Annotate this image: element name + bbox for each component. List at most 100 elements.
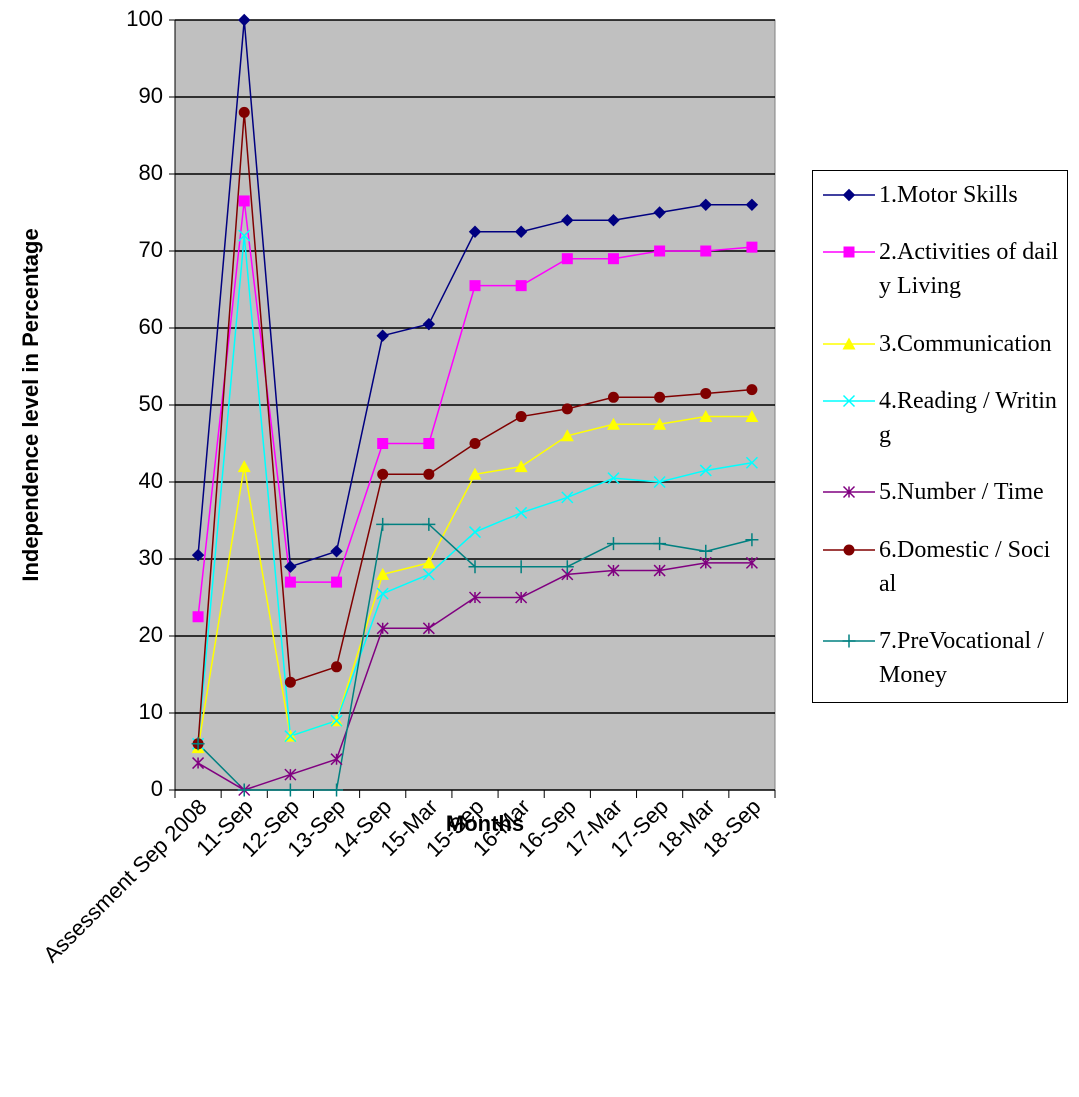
marker	[515, 591, 528, 604]
marker	[842, 337, 856, 350]
marker	[606, 537, 620, 551]
marker	[607, 391, 619, 403]
marker	[699, 556, 712, 569]
marker	[699, 544, 713, 558]
marker	[745, 198, 759, 212]
y-tick-label: 70	[139, 237, 163, 262]
legend-swatch	[823, 544, 875, 556]
marker	[468, 225, 482, 238]
marker	[238, 106, 250, 118]
marker	[468, 560, 482, 574]
legend-label: 4.Reading / Writing	[879, 387, 1057, 448]
marker	[331, 576, 343, 588]
marker	[515, 411, 527, 423]
marker	[515, 506, 528, 519]
marker	[376, 622, 389, 635]
marker	[607, 213, 620, 227]
marker	[514, 225, 528, 238]
y-tick-label: 90	[139, 83, 163, 108]
marker	[653, 475, 666, 489]
marker	[745, 456, 758, 469]
legend-swatch	[823, 337, 875, 350]
marker	[700, 387, 712, 399]
marker	[745, 556, 758, 569]
marker	[843, 544, 855, 556]
marker	[376, 517, 390, 531]
marker	[654, 391, 666, 403]
marker	[654, 245, 666, 257]
y-tick-label: 0	[151, 776, 163, 801]
marker	[422, 317, 436, 331]
marker	[468, 467, 482, 480]
marker	[283, 783, 297, 797]
marker	[842, 188, 856, 202]
y-tick-label: 50	[139, 391, 163, 416]
marker	[653, 417, 667, 430]
marker	[284, 730, 297, 743]
marker	[284, 768, 297, 781]
marker	[561, 403, 573, 415]
marker	[330, 545, 343, 558]
marker	[376, 329, 389, 342]
legend-entry: 5.Number / Time	[819, 478, 1061, 509]
legend-label: 6.Domestic / Social	[879, 536, 1051, 597]
marker	[561, 491, 574, 504]
marker	[653, 564, 666, 577]
marker	[745, 533, 759, 547]
y-tick-label: 20	[139, 622, 163, 647]
marker	[423, 468, 435, 480]
marker	[284, 676, 296, 688]
x-axis-title: Months	[446, 811, 524, 836]
marker	[842, 634, 856, 648]
marker	[191, 548, 205, 562]
marker	[653, 206, 666, 219]
y-tick-label: 60	[139, 314, 163, 339]
marker	[514, 560, 528, 574]
legend-entry: 3.Communication	[819, 330, 1061, 361]
y-tick-label: 100	[126, 6, 163, 31]
y-tick-label: 80	[139, 160, 163, 185]
marker	[330, 783, 344, 797]
marker	[238, 195, 250, 207]
marker	[561, 213, 574, 227]
marker	[468, 526, 482, 539]
marker	[376, 587, 389, 600]
marker	[843, 246, 855, 258]
y-tick-label: 10	[139, 699, 163, 724]
y-tick-label: 40	[139, 468, 163, 493]
legend-swatch	[823, 634, 875, 648]
marker	[377, 468, 389, 480]
marker	[331, 661, 343, 673]
marker	[842, 486, 856, 499]
marker	[699, 464, 712, 477]
marker	[237, 460, 251, 473]
marker	[330, 714, 343, 727]
legend-label: 2.Activities of daily Living	[879, 239, 1059, 300]
legend-entry: 4.Reading / Writing	[819, 387, 1061, 452]
marker	[514, 460, 528, 473]
legend-label: 1.Motor Skills	[879, 182, 1018, 208]
marker	[515, 280, 527, 292]
marker	[606, 417, 620, 430]
marker	[469, 438, 481, 449]
marker	[422, 517, 436, 531]
y-axis-title: Independence level in Percentage	[18, 228, 43, 581]
legend-entry: 7.PreVocational / Money	[819, 627, 1061, 692]
legend-label: 7.PreVocational / Money	[879, 627, 1044, 688]
marker	[330, 753, 343, 766]
marker	[699, 198, 712, 212]
marker	[284, 576, 296, 588]
chart: Independence level in Percentage Months …	[18, 6, 776, 967]
legend-label: 5.Number / Time	[879, 479, 1044, 506]
marker	[191, 737, 205, 751]
marker	[422, 568, 435, 581]
marker	[192, 611, 204, 623]
legend-label: 3.Communication	[879, 330, 1052, 357]
marker	[238, 13, 251, 27]
marker	[422, 622, 435, 635]
marker	[192, 757, 205, 770]
marker	[653, 537, 667, 551]
y-tick-label: 30	[139, 545, 163, 570]
legend-swatch	[823, 188, 875, 202]
marker	[284, 560, 297, 573]
